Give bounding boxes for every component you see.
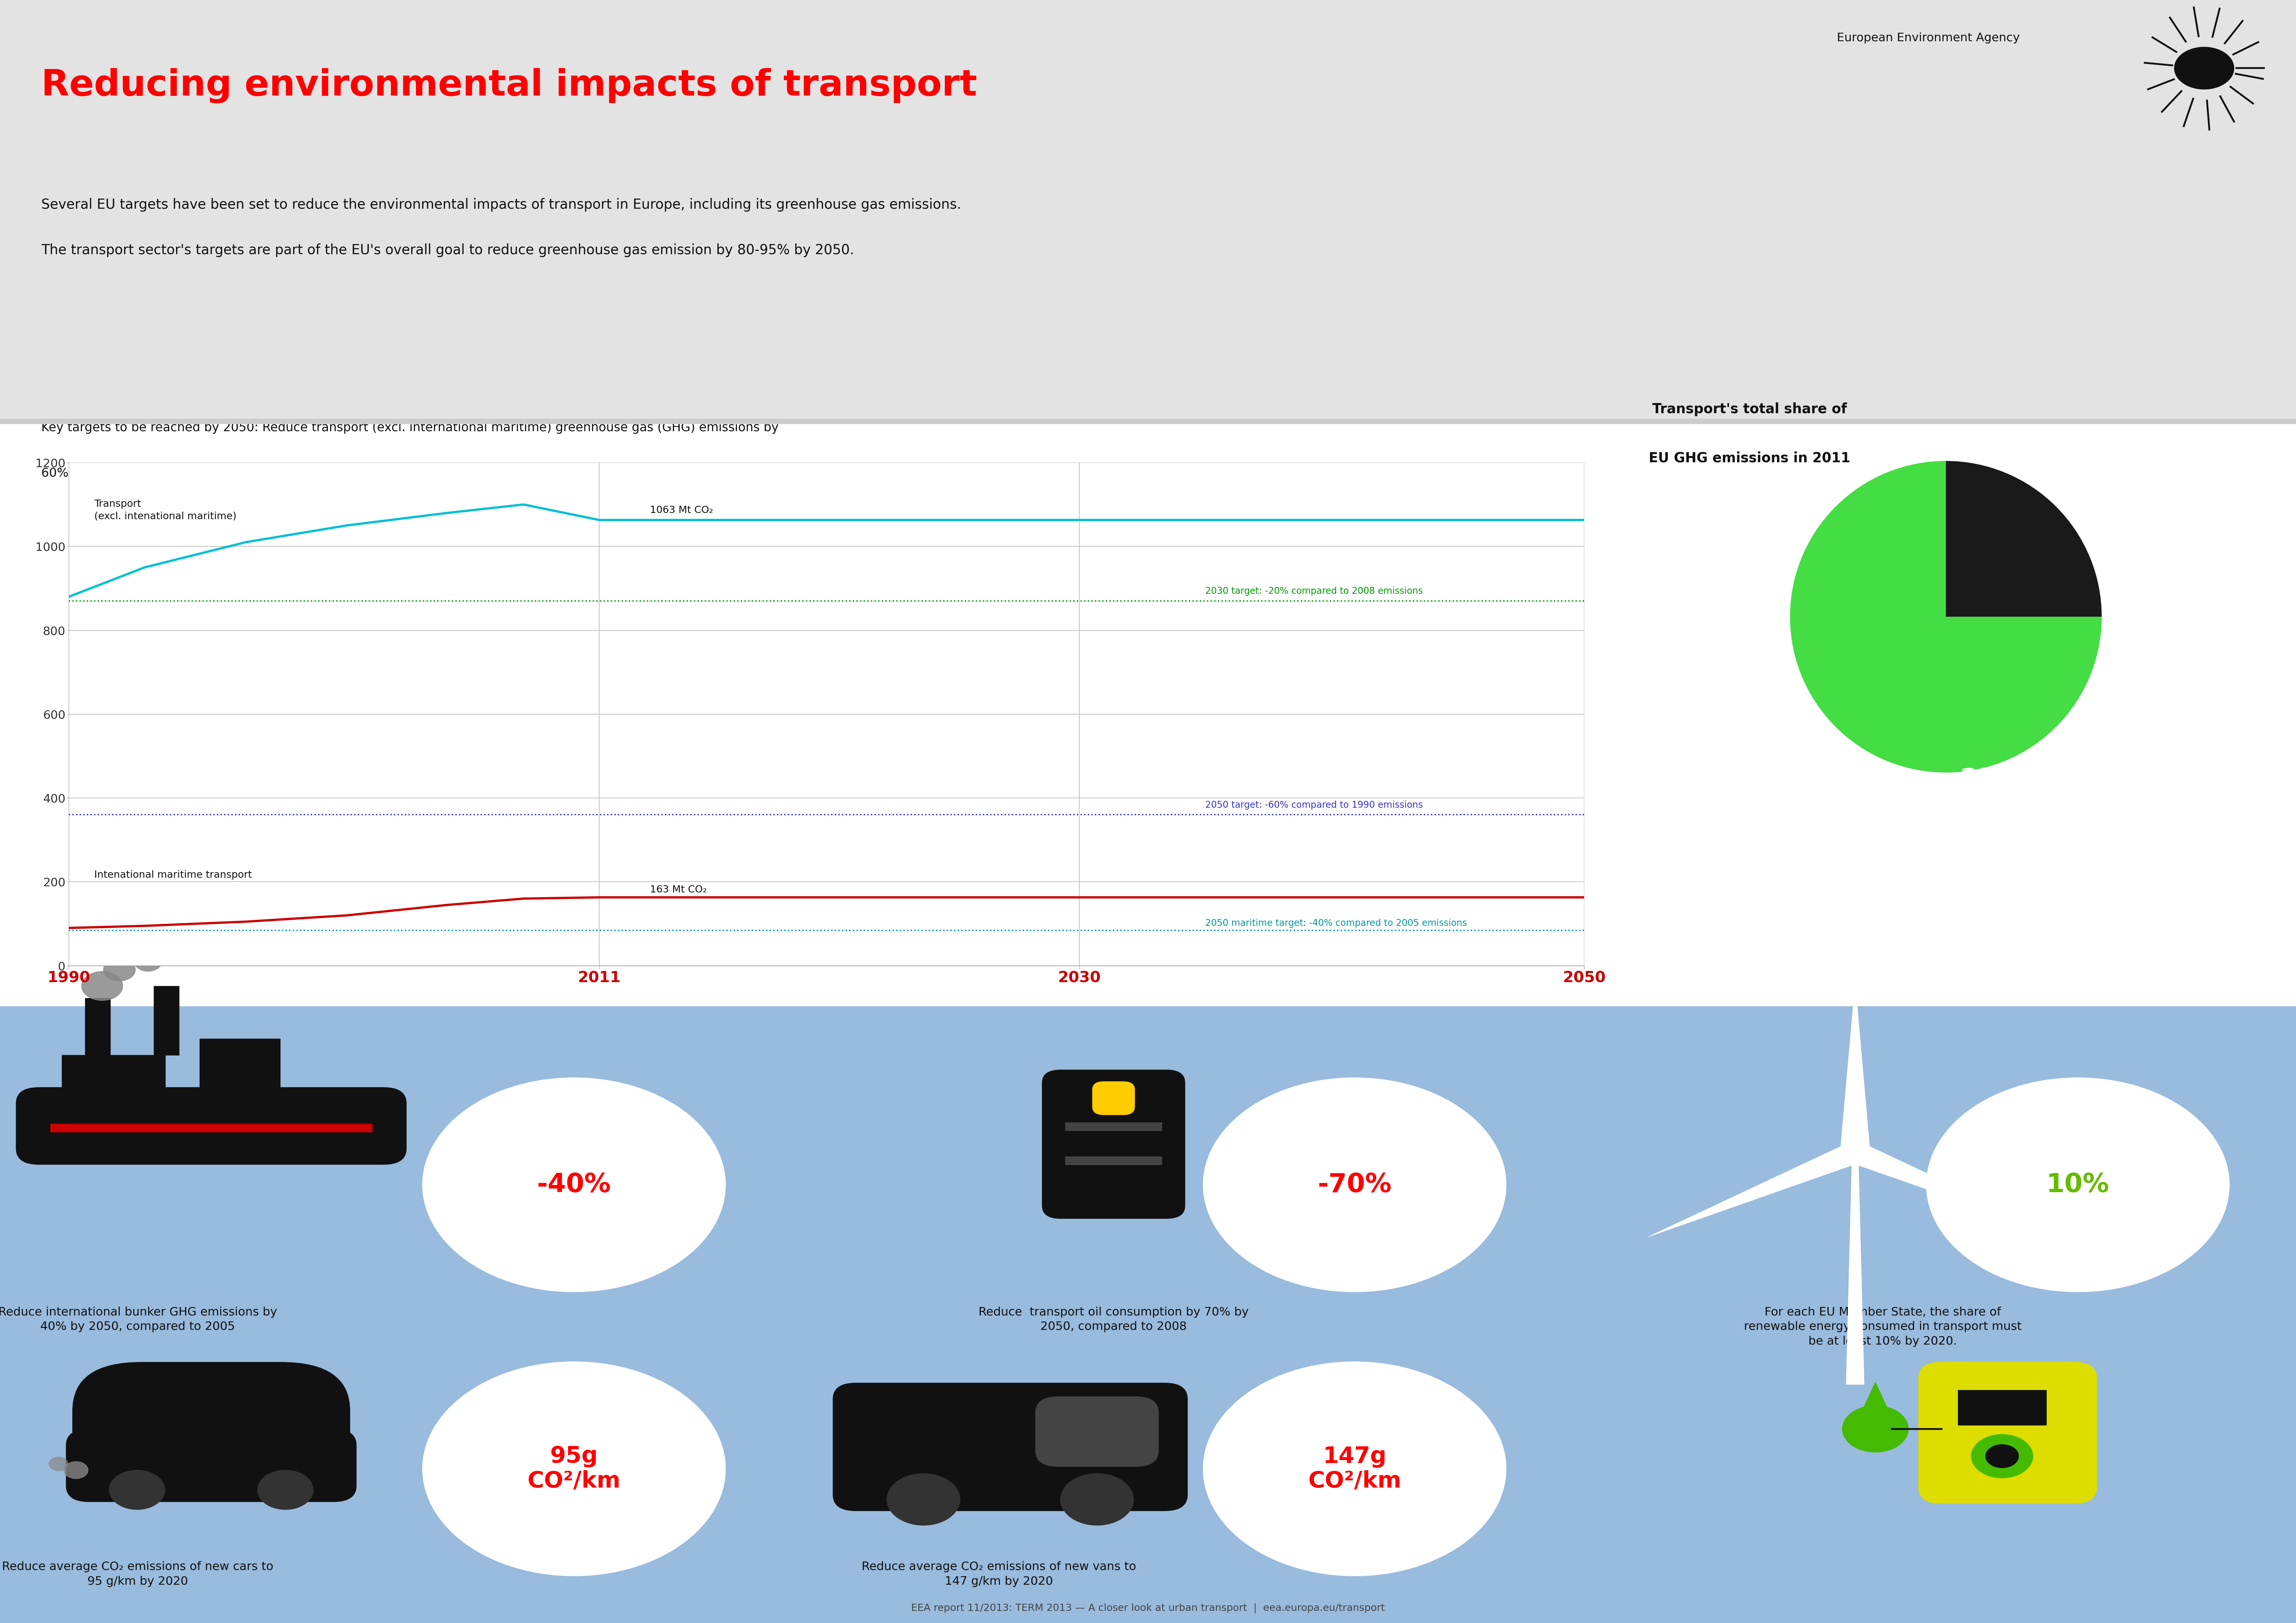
Bar	[51, 1123, 372, 1133]
Text: Key targets to be reached by 2050: Reduce transport (excl. international maritim: Key targets to be reached by 2050: Reduc…	[41, 422, 778, 433]
Circle shape	[257, 1470, 312, 1509]
Text: 1063 Mt CO₂: 1063 Mt CO₂	[650, 505, 714, 514]
Bar	[0, 422, 2296, 1006]
Polygon shape	[1848, 1143, 2062, 1237]
Circle shape	[103, 958, 135, 980]
Text: Reduce international bunker GHG emissions by
40% by 2050, compared to 2005: Reduce international bunker GHG emission…	[0, 1307, 278, 1332]
Bar	[200, 1039, 280, 1104]
Circle shape	[1841, 1406, 1908, 1453]
FancyBboxPatch shape	[833, 1383, 1187, 1511]
Text: 25%: 25%	[1961, 768, 2025, 794]
Circle shape	[1926, 1078, 2229, 1292]
Circle shape	[1203, 1362, 1506, 1576]
Text: Transport's total share of: Transport's total share of	[1653, 403, 1846, 415]
Circle shape	[1203, 1078, 1506, 1292]
Polygon shape	[1855, 1383, 1894, 1425]
Bar	[1065, 1157, 1162, 1165]
Circle shape	[135, 951, 163, 971]
Text: 147g
CO²/km: 147g CO²/km	[1309, 1446, 1401, 1492]
Bar	[1065, 1123, 1162, 1131]
FancyBboxPatch shape	[1919, 1362, 2096, 1503]
Circle shape	[64, 1461, 87, 1479]
Text: 10%: 10%	[2046, 1172, 2110, 1198]
Bar	[1958, 1389, 2046, 1425]
Text: Several EU targets have been set to reduce the environmental impacts of transpor: Several EU targets have been set to redu…	[41, 198, 962, 211]
Text: European Environment Agency: European Environment Agency	[1837, 32, 2020, 44]
Text: (excl. intenational maritime): (excl. intenational maritime)	[94, 511, 236, 521]
Text: 163 Mt CO₂: 163 Mt CO₂	[650, 885, 707, 894]
Text: 2050 maritime target: -40% compared to 2005 emissions: 2050 maritime target: -40% compared to 2…	[1205, 919, 1467, 928]
Wedge shape	[1791, 461, 2101, 773]
Circle shape	[83, 971, 124, 1000]
Circle shape	[2174, 47, 2234, 89]
Circle shape	[48, 1457, 69, 1470]
Text: Reduce  transport oil consumption by 70% by
2050, compared to 2008: Reduce transport oil consumption by 70% …	[978, 1307, 1249, 1332]
Text: -70%: -70%	[1318, 1172, 1391, 1198]
FancyBboxPatch shape	[1042, 1070, 1185, 1219]
Circle shape	[1846, 1146, 1864, 1159]
Text: 2050 target: -60% compared to 1990 emissions: 2050 target: -60% compared to 1990 emiss…	[1205, 800, 1424, 810]
Polygon shape	[1841, 984, 1869, 1152]
FancyBboxPatch shape	[16, 1087, 406, 1165]
Text: For each EU Member State, the share of
renewable energy consumed in transport mu: For each EU Member State, the share of r…	[1745, 1307, 2020, 1347]
Circle shape	[110, 1470, 165, 1509]
Text: Transport: Transport	[94, 500, 140, 508]
FancyBboxPatch shape	[1035, 1396, 1159, 1467]
Circle shape	[886, 1474, 960, 1526]
Text: Reduce average CO₂ emissions of new vans to
147 g/km by 2020: Reduce average CO₂ emissions of new vans…	[861, 1561, 1137, 1587]
Bar	[0, 1006, 2296, 1623]
Text: EU GHG emissions in 2011: EU GHG emissions in 2011	[1649, 451, 1851, 464]
Bar	[62, 1055, 165, 1104]
Text: Reducing environmental impacts of transport: Reducing environmental impacts of transp…	[41, 68, 978, 104]
Bar	[0, 0, 2296, 422]
Bar	[0, 419, 2296, 424]
FancyBboxPatch shape	[1093, 1081, 1134, 1115]
FancyBboxPatch shape	[73, 1362, 349, 1495]
Polygon shape	[1649, 1143, 1862, 1237]
Text: Intenational maritime transport: Intenational maritime transport	[94, 870, 253, 880]
Circle shape	[1972, 1435, 2032, 1479]
Circle shape	[422, 1362, 726, 1576]
Text: 95g
CO²/km: 95g CO²/km	[528, 1446, 620, 1492]
Circle shape	[1061, 1474, 1134, 1526]
Circle shape	[422, 1078, 726, 1292]
Circle shape	[1986, 1444, 2018, 1467]
Bar	[154, 987, 179, 1055]
Circle shape	[1095, 1083, 1132, 1107]
Text: The transport sector's targets are part of the EU's overall goal to reduce green: The transport sector's targets are part …	[41, 243, 854, 256]
Text: EEA report 11/2013: TERM 2013 — A closer look at urban transport  |  eea.europa.: EEA report 11/2013: TERM 2013 — A closer…	[912, 1604, 1384, 1613]
Wedge shape	[1945, 461, 2101, 617]
Text: -40%: -40%	[537, 1172, 611, 1198]
FancyBboxPatch shape	[67, 1430, 356, 1501]
Text: Reduce average CO₂ emissions of new cars to
95 g/km by 2020: Reduce average CO₂ emissions of new cars…	[2, 1561, 273, 1587]
Bar	[85, 998, 110, 1055]
Text: 60%, compared to 1990 levels and reduce international maritime transport emissio: 60%, compared to 1990 levels and reduce …	[41, 467, 744, 479]
Text: 2030 target: -20% compared to 2008 emissions: 2030 target: -20% compared to 2008 emiss…	[1205, 588, 1424, 596]
Polygon shape	[1846, 1152, 1864, 1384]
